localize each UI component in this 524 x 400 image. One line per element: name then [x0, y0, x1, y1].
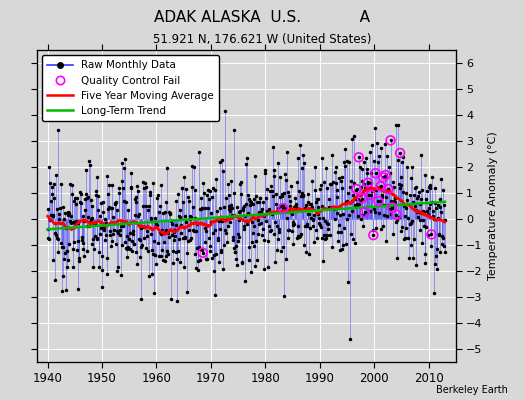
Point — [361, 209, 369, 215]
Legend: Raw Monthly Data, Quality Control Fail, Five Year Moving Average, Long-Term Tren: Raw Monthly Data, Quality Control Fail, … — [42, 55, 220, 121]
Point — [372, 170, 380, 176]
Text: ADAK ALASKA  U.S.            A: ADAK ALASKA U.S. A — [154, 10, 370, 25]
Point — [352, 186, 361, 192]
Text: Berkeley Earth: Berkeley Earth — [436, 385, 508, 395]
Point — [376, 183, 385, 190]
Point — [388, 204, 397, 211]
Point — [358, 195, 366, 202]
Point — [396, 150, 405, 156]
Point — [384, 186, 392, 192]
Point — [199, 250, 207, 256]
Text: 51.921 N, 176.621 W (United States): 51.921 N, 176.621 W (United States) — [153, 33, 371, 46]
Point — [379, 174, 387, 180]
Point — [355, 154, 363, 160]
Point — [369, 232, 377, 238]
Point — [279, 205, 287, 211]
Point — [392, 212, 401, 218]
Point — [364, 180, 372, 186]
Point — [366, 192, 375, 198]
Point — [386, 137, 395, 144]
Point — [381, 172, 390, 178]
Y-axis label: Temperature Anomaly (°C): Temperature Anomaly (°C) — [488, 132, 498, 280]
Point — [427, 231, 435, 238]
Point — [374, 198, 383, 204]
